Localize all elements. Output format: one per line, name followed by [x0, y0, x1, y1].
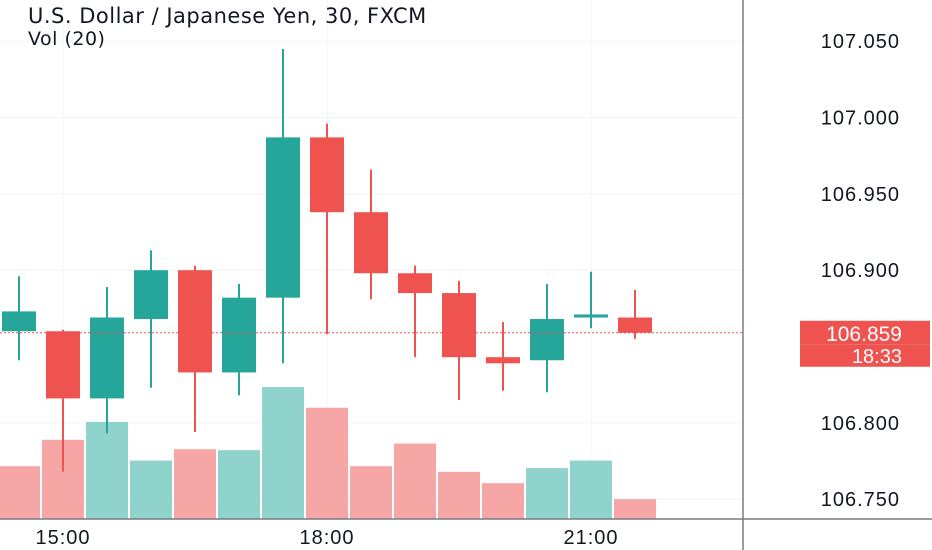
candle-body — [354, 212, 388, 274]
volume-bar — [130, 460, 172, 519]
chart-title: U.S. Dollar / Japanese Yen, 30, FXCM — [28, 4, 427, 28]
x-tick-label: 18:00 — [299, 527, 354, 549]
countdown-box — [800, 344, 930, 367]
candle-body — [574, 314, 608, 318]
volume-bars — [0, 387, 656, 519]
candle — [222, 283, 256, 396]
candle-body — [310, 137, 344, 213]
y-tick-label: 106.900 — [821, 260, 900, 282]
candle-body — [134, 270, 168, 320]
candle-body — [530, 319, 564, 361]
candle — [398, 265, 432, 358]
candle-body — [486, 357, 520, 364]
x-tick-label: 21:00 — [563, 527, 618, 549]
volume-bar — [614, 499, 656, 519]
volume-bar — [482, 483, 524, 519]
candle — [90, 286, 124, 434]
x-axis-labels: 15:00 18:00 21:00 — [35, 527, 618, 549]
candle-body — [442, 293, 476, 358]
volume-bar — [570, 460, 612, 519]
candle — [354, 169, 388, 300]
candle — [134, 250, 168, 388]
candle — [46, 329, 80, 472]
candle — [486, 322, 520, 391]
candle — [178, 265, 212, 432]
volume-bar — [262, 387, 304, 519]
candle-body — [178, 270, 212, 373]
candle-body — [46, 331, 80, 399]
x-tick-label: 15:00 — [35, 527, 90, 549]
volume-bar — [394, 443, 436, 519]
y-tick-label: 107.000 — [821, 108, 900, 130]
volume-bar — [306, 407, 348, 519]
candle — [530, 283, 564, 393]
candle-body — [618, 317, 652, 333]
y-axis-labels: 107.050 107.000 106.950 106.900 106.800 106.7… — [821, 31, 900, 511]
volume-bar — [438, 471, 480, 519]
candle-body — [2, 311, 36, 332]
y-tick-label: 106.800 — [821, 413, 900, 435]
volume-bar — [526, 468, 568, 519]
y-tick-label: 106.750 — [821, 489, 900, 511]
candlesticks — [2, 48, 652, 472]
candle — [266, 48, 300, 364]
candle — [574, 271, 608, 329]
candle-body — [90, 317, 124, 399]
candle-body — [398, 273, 432, 294]
candle — [2, 276, 36, 361]
volume-bar — [218, 450, 260, 519]
current-price-label: 106.859 — [826, 323, 902, 346]
volume-indicator-label: Vol (20) — [28, 28, 106, 50]
candle-body — [222, 297, 256, 373]
current-price-tag: 106.859 18:33 — [800, 320, 930, 368]
current-price-box — [800, 320, 930, 345]
volume-bar — [0, 466, 40, 519]
countdown-label: 18:33 — [852, 346, 902, 368]
y-tick-label: 107.050 — [821, 31, 900, 53]
candle-body — [266, 137, 300, 298]
y-tick-label: 106.950 — [821, 184, 900, 206]
volume-bar — [86, 421, 128, 519]
candle — [442, 280, 476, 400]
candle — [310, 123, 344, 335]
candle — [618, 290, 652, 339]
volume-bar — [350, 466, 392, 519]
volume-bar — [174, 449, 216, 519]
